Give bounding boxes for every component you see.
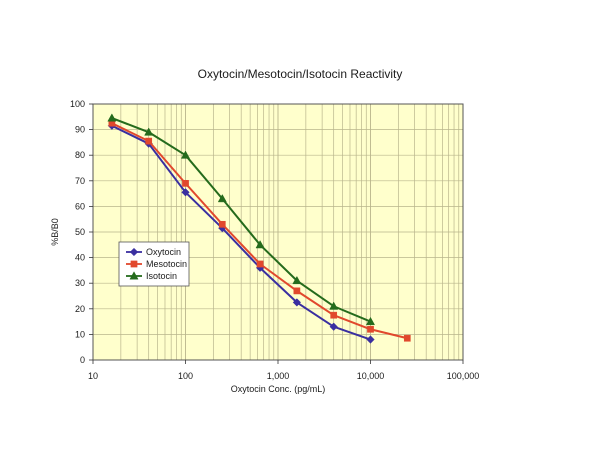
data-point: [403, 334, 411, 342]
legend-label: Oxytocin: [146, 247, 181, 257]
data-point: [129, 271, 139, 280]
y-tick-label: 0: [80, 355, 85, 365]
x-tick-label: 10,000: [357, 371, 385, 381]
y-tick-label: 100: [70, 99, 85, 109]
data-point: [180, 150, 191, 159]
y-axis-label: %B/B0: [50, 218, 60, 246]
plot-area: [92, 103, 464, 361]
y-tick-label: 40: [75, 253, 85, 263]
series-layer: [107, 113, 411, 344]
data-point: [181, 188, 190, 197]
data-point: [329, 301, 339, 310]
y-tick-label: 90: [75, 125, 85, 135]
series-isotocin: [107, 113, 376, 326]
y-tick-label: 30: [75, 278, 85, 288]
data-point: [329, 322, 338, 331]
data-point: [365, 316, 376, 326]
data-point: [218, 220, 226, 228]
x-axis-label: Oxytocin Conc. (pg/mL): [231, 384, 326, 394]
legend-label: Mesotocin: [146, 259, 187, 269]
data-point: [292, 275, 302, 285]
y-tick-label: 80: [75, 150, 85, 160]
y-tick-label: 10: [75, 329, 85, 339]
x-axis-ticks: 10 100 1,000 10,000 100,000: [88, 360, 479, 381]
data-point: [330, 311, 338, 319]
data-point: [292, 298, 302, 307]
x-tick-label: 1,000: [267, 371, 290, 381]
y-tick-label: 50: [75, 227, 85, 237]
data-point: [217, 194, 227, 203]
data-point: [130, 260, 138, 268]
y-axis-ticks: 0 10 20 30 40 50 60 70 80 90 100: [70, 99, 93, 365]
series-line: [110, 124, 372, 341]
x-tick-label: 10: [88, 371, 98, 381]
legend-label: Isotocin: [146, 271, 177, 281]
y-tick-label: 20: [75, 304, 85, 314]
legend-item: Oxytocin: [126, 247, 181, 257]
legend-item: Mesotocin: [126, 259, 187, 269]
data-point: [293, 287, 301, 295]
data-point: [255, 240, 265, 249]
data-point: [129, 247, 139, 257]
chart-title: Oxytocin/Mesotocin/Isotocin Reactivity: [198, 67, 403, 81]
data-point: [367, 325, 374, 333]
x-tick-label: 100,000: [447, 371, 480, 381]
y-tick-label: 60: [75, 201, 85, 211]
legend: Oxytocin Mesotocin Isotocin: [118, 241, 190, 287]
series-line: [110, 117, 372, 323]
data-point: [144, 127, 154, 136]
data-point: [182, 180, 189, 187]
data-point: [256, 260, 264, 268]
y-tick-label: 70: [75, 176, 85, 186]
series-mesotocin: [108, 119, 411, 342]
data-point: [366, 335, 375, 344]
data-point: [107, 113, 117, 122]
x-tick-label: 100: [178, 371, 193, 381]
data-point: [145, 137, 153, 145]
legend-item: Isotocin: [126, 271, 177, 281]
